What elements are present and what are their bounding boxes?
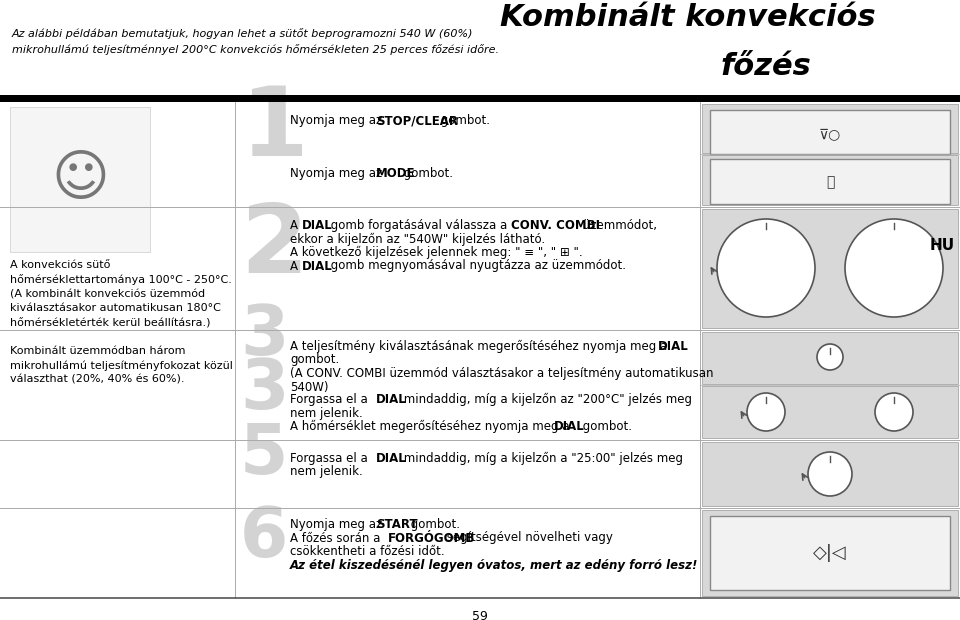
Text: A teljesítmény kiválasztásának megerősítéséhez nyomja meg a: A teljesítmény kiválasztásának megerősít… — [290, 340, 671, 353]
Text: Forgassa el a: Forgassa el a — [290, 452, 372, 465]
Bar — [702, 386, 958, 438]
Text: Az étel kiszedésénél legyen óvatos, mert az edény forró lesz!: Az étel kiszedésénél legyen óvatos, mert… — [290, 559, 698, 572]
Bar — [0, 102, 960, 598]
Text: STOP/CLEAR: STOP/CLEAR — [376, 114, 458, 127]
Text: Nyomja meg az: Nyomja meg az — [290, 167, 386, 180]
Bar — [702, 155, 958, 205]
Text: ekkor a kijelzőn az "540W" kijelzés látható.: ekkor a kijelzőn az "540W" kijelzés láth… — [290, 232, 545, 246]
Text: nem jelenik.: nem jelenik. — [290, 407, 363, 420]
Text: 6: 6 — [240, 504, 288, 571]
Text: DIAL: DIAL — [659, 340, 689, 353]
Text: A hőmérséklet megerősítéséhez nyomja meg a: A hőmérséklet megerősítéséhez nyomja meg… — [290, 420, 573, 433]
Text: DIAL: DIAL — [376, 393, 407, 406]
Circle shape — [717, 219, 815, 317]
Text: ◇|◁: ◇|◁ — [813, 544, 847, 562]
Text: Forgassa el a: Forgassa el a — [290, 393, 372, 406]
Circle shape — [817, 344, 843, 370]
Text: DIAL: DIAL — [554, 420, 585, 433]
Bar — [702, 104, 958, 153]
Bar — [710, 516, 950, 590]
Text: A: A — [290, 260, 301, 273]
Text: Kombinált konvekciós: Kombinált konvekciós — [500, 3, 876, 32]
Text: FORGÓGOMB: FORGÓGOMB — [388, 531, 475, 544]
Text: gombot.: gombot. — [290, 353, 339, 366]
Bar — [0, 0, 960, 95]
Text: Nyomja meg az: Nyomja meg az — [290, 518, 386, 531]
Text: (A CONV. COMBI üzemmód választásakor a teljesítmény automatikusan: (A CONV. COMBI üzemmód választásakor a t… — [290, 367, 713, 380]
Text: gombot.: gombot. — [579, 420, 632, 433]
Text: 540W): 540W) — [290, 381, 328, 394]
Text: A: A — [290, 219, 301, 232]
Text: 3: 3 — [240, 356, 288, 423]
Text: főzés: főzés — [720, 52, 811, 81]
Text: segítségével növelheti vagy: segítségével növelheti vagy — [444, 531, 613, 544]
Text: A következő kijelzések jelennek meg: " ≡ ", " ⊞ ".: A következő kijelzések jelennek meg: " ≡… — [290, 246, 583, 259]
Text: 5: 5 — [240, 420, 288, 487]
Text: START: START — [376, 518, 418, 531]
Text: 🖨: 🖨 — [826, 175, 834, 189]
Bar — [0, 95, 960, 102]
Text: A főzés során a: A főzés során a — [290, 531, 384, 544]
Text: nem jelenik.: nem jelenik. — [290, 466, 363, 479]
Text: gombot.: gombot. — [407, 518, 460, 531]
Bar — [702, 209, 958, 328]
Circle shape — [808, 452, 852, 496]
Text: 2: 2 — [240, 200, 308, 293]
Text: DIAL: DIAL — [376, 452, 407, 465]
Circle shape — [875, 393, 913, 431]
Text: mikrohullámú teljesítménnyel 200°C konvekciós hőmérsékleten 25 perces főzési idő: mikrohullámú teljesítménnyel 200°C konve… — [12, 44, 499, 55]
Text: mindaddig, míg a kijelzőn a "25:00" jelzés meg: mindaddig, míg a kijelzőn a "25:00" jelz… — [400, 452, 684, 465]
Bar — [702, 332, 958, 384]
Text: Nyomja meg az: Nyomja meg az — [290, 114, 386, 127]
Bar — [702, 442, 958, 506]
Bar — [710, 110, 950, 154]
Text: gombot.: gombot. — [438, 114, 491, 127]
Circle shape — [747, 393, 785, 431]
Text: HU: HU — [930, 237, 955, 252]
Text: MODE: MODE — [376, 167, 416, 180]
Text: gomb megnyomásával nyugtázza az üzemmódot.: gomb megnyomásával nyugtázza az üzemmódo… — [326, 260, 626, 273]
Text: CONV. COMBI: CONV. COMBI — [511, 219, 600, 232]
Text: mindaddig, míg a kijelzőn az "200°C" jelzés meg: mindaddig, míg a kijelzőn az "200°C" jel… — [400, 393, 692, 406]
Text: ☺: ☺ — [51, 153, 108, 207]
Bar — [702, 510, 958, 596]
Text: Az alábbi példában bemutatjuk, hogyan lehet a sütőt beprogramozni 540 W (60%): Az alábbi példában bemutatjuk, hogyan le… — [12, 28, 473, 39]
Circle shape — [845, 219, 943, 317]
Text: A konvekciós sütő
hőmérséklettartománya 100°C - 250°C.
(A kombinált konvekciós ü: A konvekciós sütő hőmérséklettartománya … — [10, 260, 233, 385]
Text: DIAL: DIAL — [302, 219, 333, 232]
Text: üzemmódot,: üzemmódot, — [579, 219, 657, 232]
Text: ⊽○: ⊽○ — [819, 127, 841, 141]
Bar — [710, 159, 950, 204]
Text: 3: 3 — [240, 301, 288, 368]
Text: 59: 59 — [472, 610, 488, 620]
Text: DIAL: DIAL — [302, 260, 333, 273]
Text: gombot.: gombot. — [400, 167, 453, 180]
Text: 1: 1 — [240, 82, 308, 175]
Bar — [10, 107, 150, 252]
Text: csökkentheti a főzési időt.: csökkentheti a főzési időt. — [290, 545, 444, 558]
Text: gomb forgatásával válassza a: gomb forgatásával válassza a — [326, 219, 511, 232]
